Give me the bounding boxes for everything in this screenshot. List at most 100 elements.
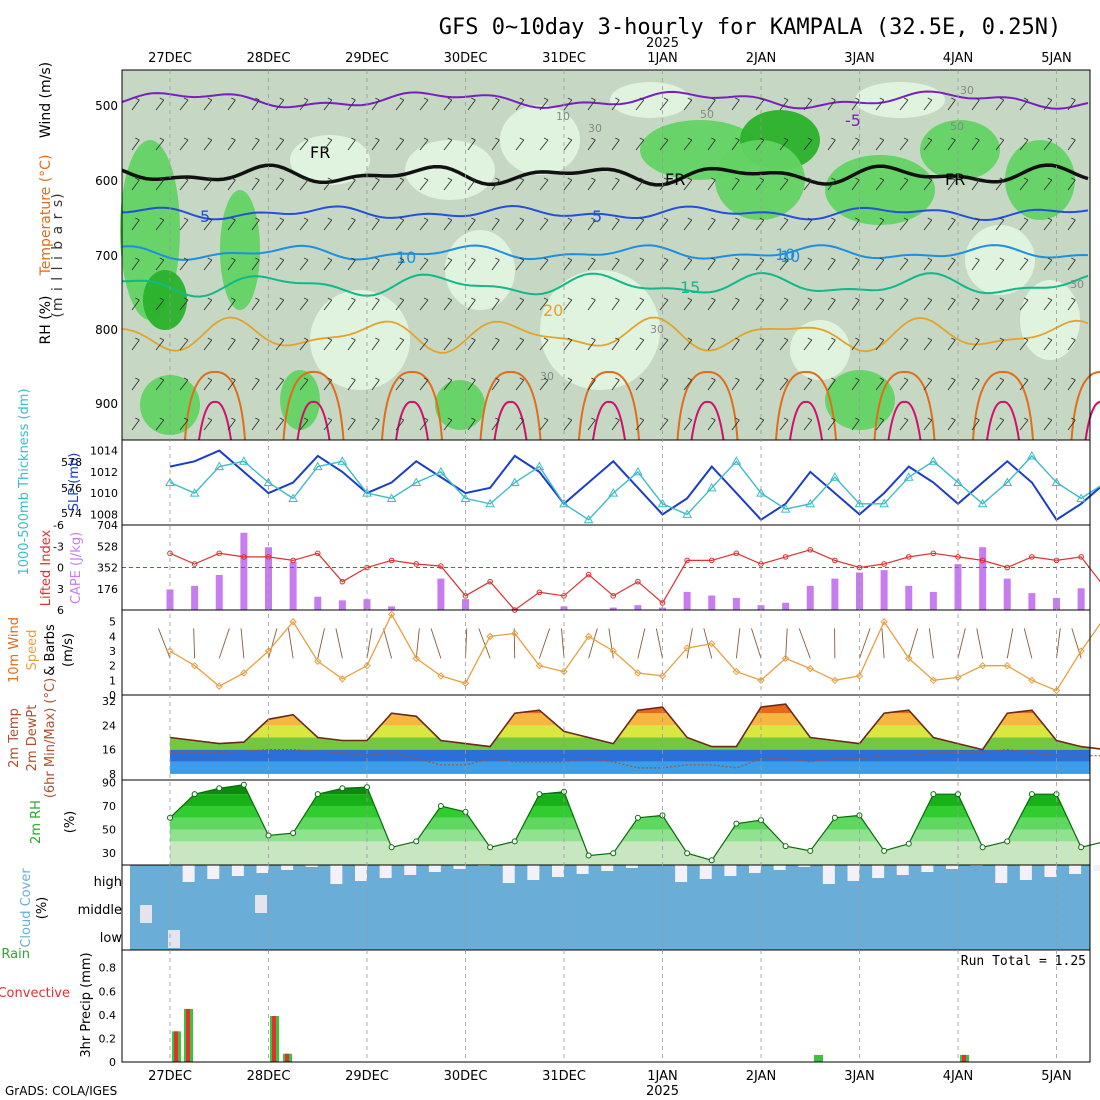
wind-barb-348	[1043, 337, 1053, 351]
wind-barb-334	[1019, 137, 1029, 151]
temp-fill-group	[170, 704, 1090, 774]
surface-wind-barb-10	[415, 628, 420, 659]
precip-legend-conv: Convective	[0, 986, 70, 1001]
wind-barb-144	[515, 97, 525, 111]
thickness-point-6	[312, 461, 323, 471]
wind-barb-127	[467, 137, 476, 151]
wind-barb-185	[611, 297, 620, 311]
cloud-high-gap-24	[749, 865, 761, 873]
wind-barb-155	[539, 177, 549, 191]
surface-wind-barb-29	[881, 628, 885, 659]
wind-barb-228	[731, 217, 740, 231]
pressure-tick-800: 800	[95, 323, 118, 337]
wind-speed-point-36	[1052, 686, 1061, 695]
thickness-point-1	[189, 488, 200, 497]
wind-barb-357	[1067, 337, 1076, 351]
cape-bar-29	[880, 570, 888, 610]
wind-barb-10	[155, 137, 165, 151]
top-year-label: 2025	[646, 36, 679, 51]
cloud-high-gap-11	[428, 865, 441, 872]
wind-barb-205	[659, 377, 669, 391]
thickness-point-26	[805, 498, 816, 508]
wind-barb-260	[803, 417, 813, 431]
contour-label-9: 15	[680, 278, 700, 297]
wind-speed-point-29	[880, 618, 888, 626]
temp-contour-30-day-7	[887, 400, 922, 441]
surface-wind-barb-15	[538, 628, 551, 659]
cape-bar-35	[1028, 593, 1036, 610]
bottom-day-label-27DEC: 27DEC	[148, 1069, 192, 1084]
wind-barb-124	[443, 377, 453, 391]
rh2m-point-31	[930, 791, 937, 798]
precip-tick-0: 0	[109, 1056, 116, 1069]
lifted-index-point-33	[979, 557, 986, 564]
wind-barb-160	[539, 377, 549, 391]
wind-barb-292	[899, 257, 909, 271]
wind-barb-332	[995, 417, 1005, 431]
wind-barb-340	[1019, 377, 1029, 391]
wind-barb-182	[611, 177, 620, 191]
wind-barb-25	[179, 377, 189, 391]
thickness-point-37	[1076, 493, 1086, 502]
wind-barb-341	[1019, 417, 1029, 431]
surface-wind-barb-20	[655, 628, 663, 659]
wind-barb-151	[515, 377, 525, 391]
top-day-label-5JAN: 5JAN	[1041, 51, 1072, 66]
rh-contour-label-4: 50	[700, 108, 714, 121]
thickness-point-10	[411, 477, 422, 486]
rh2m-point-15	[536, 791, 543, 798]
wind-barb-68	[299, 297, 309, 311]
wind-barb-253	[803, 137, 813, 151]
wind-barb-116	[419, 417, 429, 431]
wind-tick-4: 4	[109, 630, 116, 643]
wind-barb-258	[803, 337, 813, 351]
slp-tick-1008: 1008	[90, 508, 118, 521]
wind-barb-285	[875, 337, 885, 351]
wind-barb-21	[179, 217, 189, 231]
wind-barb-265	[827, 257, 836, 271]
temp-contour-25-day-8	[972, 370, 1034, 441]
wind-ylabel-line-1: Speed	[25, 630, 40, 671]
slp-tick-1010: 1010	[90, 487, 118, 500]
lifted-index-point-25	[782, 554, 789, 560]
wind-barb-121	[443, 257, 453, 271]
wind-barb-218	[707, 177, 716, 191]
temp-contour-30-day-2	[395, 400, 429, 441]
cape-bar-36	[1053, 597, 1060, 610]
cloud-high-gap-9	[379, 865, 392, 878]
wind-barb-43	[227, 377, 236, 391]
wind-barb-156	[539, 217, 549, 231]
wind-tick-3: 3	[109, 645, 116, 658]
cloud-high-gap-16	[552, 865, 564, 877]
temp-contour-30-day-4	[592, 400, 626, 441]
lifted-index-point-15	[536, 589, 543, 596]
slp-tick-1012: 1012	[90, 466, 118, 479]
surface-wind-barb-11	[430, 628, 442, 659]
wind-barb-118	[443, 137, 453, 151]
cape-ylabel: CAPE (J/kg)	[69, 532, 84, 604]
wind-barb-100	[395, 137, 405, 151]
thickness-point-32	[953, 477, 963, 486]
upper-ylabel-wind: Wind (m/s)	[38, 62, 54, 138]
wind-barb-174	[587, 217, 596, 231]
wind-barb-34	[203, 377, 213, 391]
wind-barb-82	[347, 137, 356, 151]
cape-bar-26	[806, 585, 814, 610]
wind-barb-271	[851, 137, 860, 151]
rh2m-point-2	[216, 785, 223, 792]
wind-barb-257	[803, 297, 813, 311]
wind-barb-189	[635, 97, 645, 111]
wind-barb-74	[323, 177, 333, 191]
cape-bar-21	[683, 591, 691, 610]
wind-barb-135	[491, 97, 500, 111]
wind-barb-8	[131, 417, 140, 431]
lifted-index-point-18	[610, 593, 617, 599]
wind-barb-168	[563, 337, 573, 351]
cape-bar-19	[634, 605, 642, 610]
bottom-day-label-2JAN: 2JAN	[746, 1069, 777, 1084]
wind-barb-72	[323, 97, 333, 111]
cloud-high-gap-18	[601, 865, 614, 871]
wind-barb-236	[755, 177, 765, 191]
top-day-label-30DEC: 30DEC	[444, 51, 488, 66]
